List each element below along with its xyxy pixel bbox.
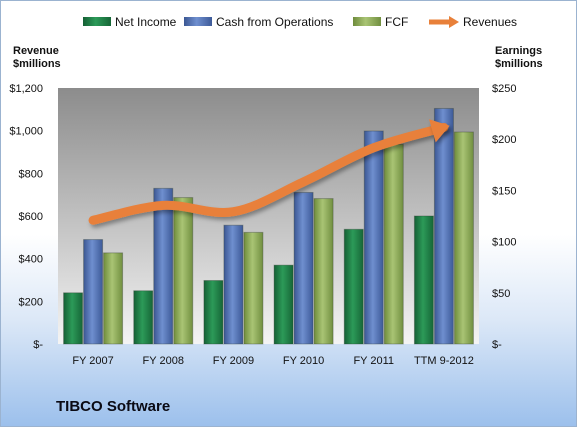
left-tick-label: $800 bbox=[19, 168, 43, 180]
cash-from-operations-bar bbox=[83, 239, 104, 345]
right-axis-ticks: $- $50 $100 $150 $200 $250 bbox=[492, 83, 516, 351]
right-tick-label: $50 bbox=[492, 288, 510, 300]
left-tick-label: $400 bbox=[19, 254, 43, 266]
right-axis-title-line2: $millions bbox=[495, 58, 543, 70]
x-tick-label: TTM 9-2012 bbox=[414, 355, 474, 367]
right-tick-label: $150 bbox=[492, 185, 516, 197]
legend-arrowhead bbox=[449, 16, 459, 28]
left-axis-title-line1: Revenue bbox=[13, 45, 59, 57]
net-income-bar bbox=[203, 280, 224, 345]
x-axis-ticks: FY 2007 FY 2008 FY 2009 FY 2010 FY 2011 TTM 9… bbox=[72, 355, 473, 367]
left-tick-label: $600 bbox=[19, 211, 43, 223]
legend-label: Revenues bbox=[463, 15, 517, 29]
legend-label: Net Income bbox=[115, 15, 177, 29]
x-tick-label: FY 2007 bbox=[72, 355, 113, 367]
cash-from-operations-bar bbox=[293, 191, 314, 345]
company-name: TIBCO Software bbox=[56, 398, 171, 415]
left-tick-label: $200 bbox=[19, 296, 43, 308]
left-tick-label: $1,200 bbox=[9, 83, 43, 95]
fcf-bar bbox=[313, 198, 334, 345]
cash-from-operations-bar bbox=[153, 187, 174, 345]
fcf-bar bbox=[453, 131, 474, 345]
legend: Net Income Cash from Operations FCF Revenue… bbox=[83, 15, 517, 29]
x-tick-label: FY 2009 bbox=[213, 355, 254, 367]
net-income-bar bbox=[273, 264, 294, 345]
net-income-bar bbox=[343, 228, 364, 345]
x-tick-label: FY 2010 bbox=[283, 355, 324, 367]
net-income-bar bbox=[63, 292, 84, 345]
revenue-series-line bbox=[88, 122, 449, 225]
bars bbox=[63, 107, 474, 345]
fcf-bar bbox=[243, 231, 264, 345]
x-tick-label: FY 2008 bbox=[143, 355, 184, 367]
cash-from-operations-bar bbox=[223, 224, 244, 345]
net-income-bar bbox=[133, 290, 154, 345]
legend-swatch bbox=[83, 17, 111, 26]
legend-swatch bbox=[353, 17, 381, 26]
right-axis-title: Earnings $millions bbox=[495, 45, 543, 71]
left-axis-title-line2: $millions bbox=[13, 58, 61, 70]
left-axis-title: Revenue $millions bbox=[13, 45, 61, 71]
fcf-bar bbox=[173, 197, 194, 345]
left-tick-label: $- bbox=[33, 339, 43, 351]
right-axis-title-line1: Earnings bbox=[495, 45, 543, 57]
legend-label: Cash from Operations bbox=[216, 15, 333, 29]
right-tick-label: $250 bbox=[492, 83, 516, 95]
revenue-arrowhead bbox=[429, 119, 450, 143]
x-tick-label: FY 2011 bbox=[353, 355, 394, 367]
net-income-bar bbox=[413, 215, 434, 345]
cash-from-operations-bar bbox=[433, 107, 454, 345]
left-axis-ticks: $- $200 $400 $600 $800 $1,000 $1,200 bbox=[9, 83, 43, 351]
left-tick-label: $1,000 bbox=[9, 126, 43, 138]
cash-from-operations-bar bbox=[363, 130, 384, 345]
revenue-line bbox=[88, 119, 450, 225]
fcf-bar bbox=[383, 143, 404, 345]
right-tick-label: $200 bbox=[492, 134, 516, 146]
legend-swatch bbox=[184, 17, 212, 26]
legend-label: FCF bbox=[385, 15, 408, 29]
fcf-bar bbox=[103, 252, 124, 345]
right-tick-label: $100 bbox=[492, 237, 516, 249]
right-tick-label: $- bbox=[492, 339, 502, 351]
